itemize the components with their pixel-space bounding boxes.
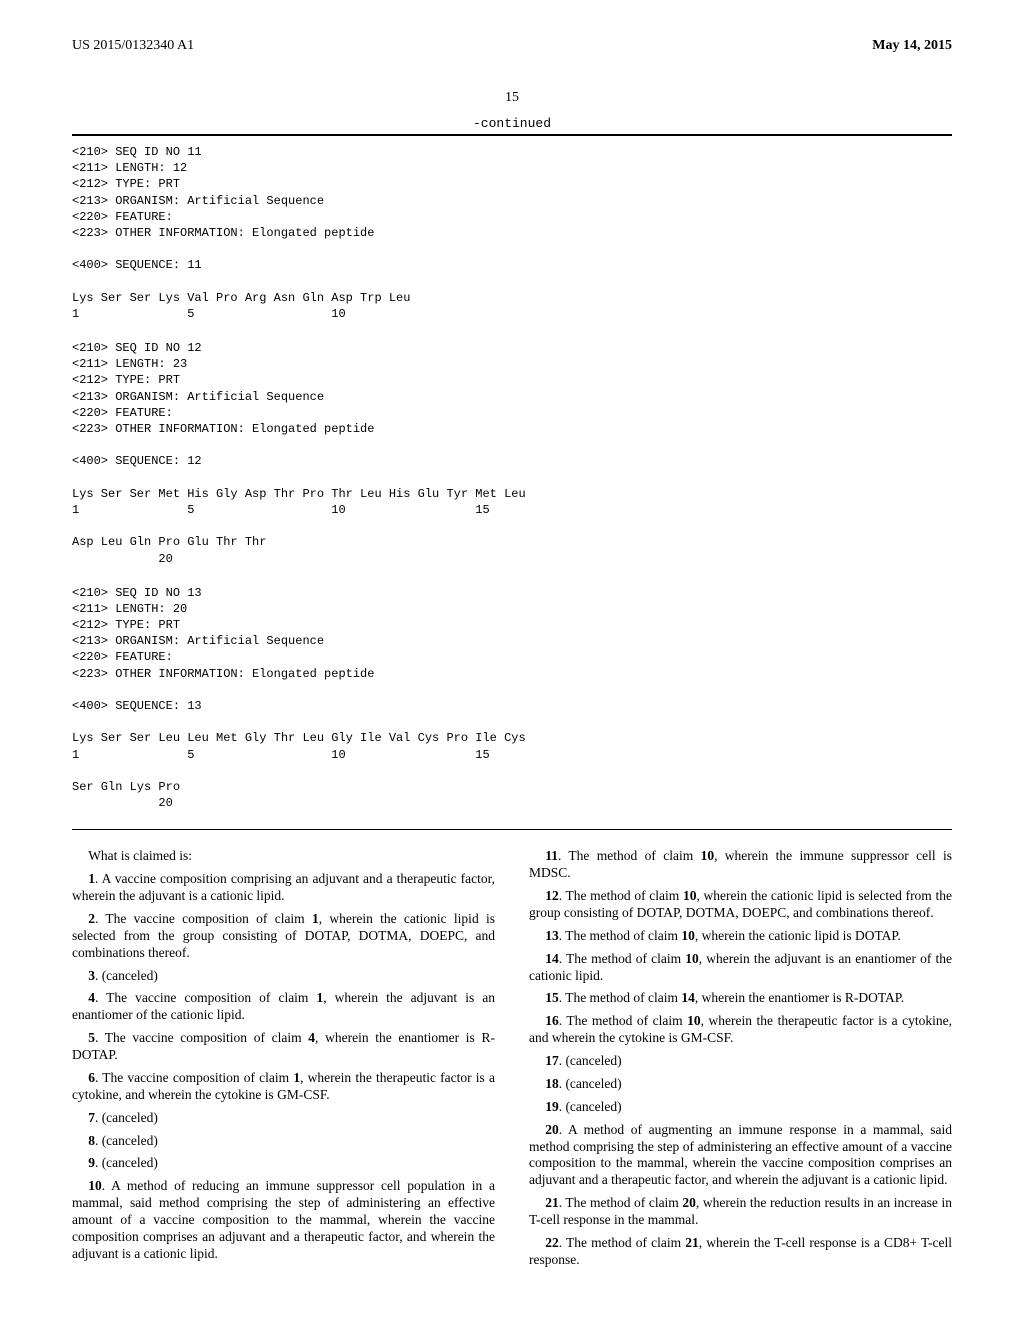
claim-14: 14. The method of claim 10, wherein the …: [529, 951, 952, 985]
rule-top: [72, 134, 952, 136]
claim-13: 13. The method of claim 10, wherein the …: [529, 928, 952, 945]
claim-11: 11. The method of claim 10, wherein the …: [529, 848, 952, 882]
rule-bottom: [72, 829, 952, 830]
claims-lead: What is claimed is:: [72, 848, 495, 865]
claim-7: 7. (canceled): [72, 1110, 495, 1127]
claim-12: 12. The method of claim 10, wherein the …: [529, 888, 952, 922]
claim-21: 21. The method of claim 20, wherein the …: [529, 1195, 952, 1229]
claim-18: 18. (canceled): [529, 1076, 952, 1093]
claim-10: 10. A method of reducing an immune suppr…: [72, 1178, 495, 1262]
claim-5: 5. The vaccine composition of claim 4, w…: [72, 1030, 495, 1064]
claim-1: 1. A vaccine composition comprising an a…: [72, 871, 495, 905]
claims-columns: What is claimed is: 1. A vaccine composi…: [72, 848, 952, 1271]
sequence-block-12: <210> SEQ ID NO 12 <211> LENGTH: 23 <212…: [72, 340, 952, 567]
claim-16: 16. The method of claim 10, wherein the …: [529, 1013, 952, 1047]
claim-3: 3. (canceled): [72, 968, 495, 985]
page-header: US 2015/0132340 A1 May 14, 2015: [72, 38, 952, 54]
claim-22: 22. The method of claim 21, wherein the …: [529, 1235, 952, 1269]
page-number: 15: [72, 90, 952, 106]
sequence-block-11: <210> SEQ ID NO 11 <211> LENGTH: 12 <212…: [72, 144, 952, 322]
claim-6: 6. The vaccine composition of claim 1, w…: [72, 1070, 495, 1104]
claim-15: 15. The method of claim 14, wherein the …: [529, 990, 952, 1007]
sequence-block-13: <210> SEQ ID NO 13 <211> LENGTH: 20 <212…: [72, 585, 952, 812]
doc-number: US 2015/0132340 A1: [72, 38, 194, 54]
claim-20: 20. A method of augmenting an immune res…: [529, 1122, 952, 1190]
page: US 2015/0132340 A1 May 14, 2015 15 -cont…: [0, 0, 1024, 1322]
claim-4: 4. The vaccine composition of claim 1, w…: [72, 990, 495, 1024]
continued-label: -continued: [72, 116, 952, 131]
doc-date: May 14, 2015: [872, 38, 952, 54]
claim-9: 9. (canceled): [72, 1155, 495, 1172]
claim-2: 2. The vaccine composition of claim 1, w…: [72, 911, 495, 962]
claim-8: 8. (canceled): [72, 1133, 495, 1150]
claim-19: 19. (canceled): [529, 1099, 952, 1116]
claim-17: 17. (canceled): [529, 1053, 952, 1070]
